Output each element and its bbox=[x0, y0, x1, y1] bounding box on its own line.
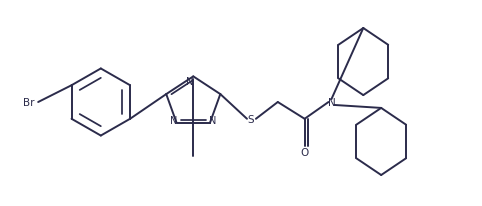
Text: O: O bbox=[300, 148, 309, 158]
Text: N: N bbox=[170, 115, 177, 125]
Text: N: N bbox=[186, 77, 193, 87]
Text: Br: Br bbox=[24, 97, 35, 108]
Text: N: N bbox=[209, 115, 217, 125]
Text: N: N bbox=[328, 97, 335, 108]
Text: S: S bbox=[248, 114, 254, 124]
